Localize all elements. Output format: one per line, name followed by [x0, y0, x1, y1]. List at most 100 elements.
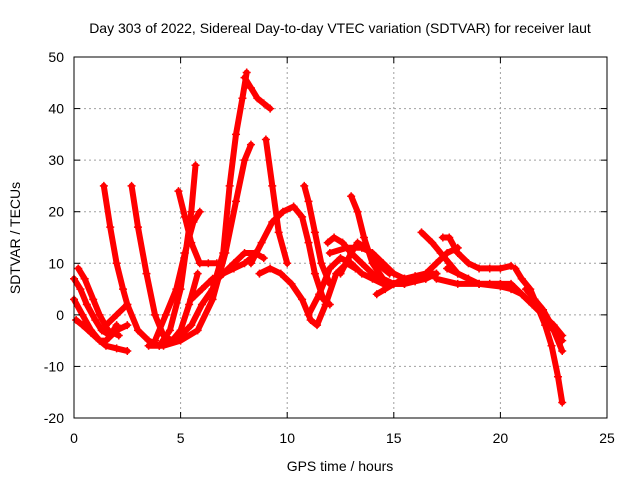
y-tick-label: 50 [48, 49, 64, 65]
x-tick-label: 20 [493, 430, 509, 446]
data-point [421, 269, 430, 278]
data-point [240, 248, 249, 257]
data-point [289, 202, 298, 211]
series-arc-d [74, 264, 123, 340]
data-point [219, 269, 228, 278]
data-point [204, 259, 213, 268]
data-point [453, 279, 462, 288]
data-point [221, 248, 230, 257]
data-point [347, 259, 356, 268]
data-point [342, 243, 351, 252]
data-point [306, 316, 315, 325]
data-point [368, 248, 377, 257]
x-tick-label: 0 [70, 430, 78, 446]
data-point [268, 218, 277, 227]
series-arc-n [240, 73, 275, 113]
data-series [70, 68, 567, 407]
data-point [133, 223, 142, 232]
data-point [229, 259, 238, 268]
data-point [436, 248, 445, 257]
data-point [278, 207, 287, 216]
data-point [246, 140, 255, 149]
series-line [512, 265, 566, 406]
series-line [262, 136, 291, 267]
data-point [321, 300, 330, 309]
data-point [238, 94, 247, 103]
data-point [325, 264, 334, 273]
data-point [325, 248, 334, 257]
data-point [389, 279, 398, 288]
data-point [123, 300, 132, 309]
series-arc-ae [521, 285, 567, 355]
data-point [379, 259, 388, 268]
data-point [259, 254, 268, 263]
data-point [558, 398, 567, 407]
data-point [338, 238, 347, 247]
data-point [197, 285, 206, 294]
data-point [187, 238, 196, 247]
data-point [195, 259, 204, 268]
data-point [187, 295, 196, 304]
data-point [232, 197, 241, 206]
data-point [225, 181, 234, 190]
data-point [336, 254, 345, 263]
data-point [161, 310, 170, 319]
data-point [91, 316, 100, 325]
data-point [193, 326, 202, 335]
data-point [357, 243, 366, 252]
data-point [151, 310, 160, 319]
series-arc-r [300, 181, 334, 288]
data-point [276, 269, 285, 278]
data-point [464, 259, 473, 268]
data-point [187, 321, 196, 330]
data-point [78, 321, 87, 330]
data-point [172, 285, 181, 294]
series-arc-h [151, 207, 204, 345]
data-point [197, 300, 206, 309]
x-tick-label: 15 [386, 430, 402, 446]
data-point [310, 269, 319, 278]
data-point [445, 259, 454, 268]
x-tick-label: 5 [177, 430, 185, 446]
data-point [246, 83, 255, 92]
data-point [180, 248, 189, 257]
data-point [180, 212, 189, 221]
data-point [144, 341, 153, 350]
data-point [106, 223, 115, 232]
axis-ticks: 0 5 10 15 20 25 -20 -10 0 10 20 30 40 50 [44, 49, 615, 446]
y-tick-label: -20 [44, 410, 64, 426]
data-point [208, 295, 217, 304]
data-point [443, 264, 452, 273]
data-point [159, 341, 168, 350]
series-arc-aa [438, 233, 516, 273]
data-point [368, 259, 377, 268]
data-point [174, 187, 183, 196]
y-tick-label: 10 [48, 255, 64, 271]
data-point [432, 274, 441, 283]
data-point [95, 310, 104, 319]
data-point [123, 346, 132, 355]
data-point [530, 295, 539, 304]
series-line [152, 208, 203, 344]
data-point [485, 264, 494, 273]
data-point [80, 274, 89, 283]
series-arc-k [144, 140, 255, 350]
data-point [246, 259, 255, 268]
data-point [372, 290, 381, 299]
data-point [313, 321, 322, 330]
y-tick-label: 0 [56, 307, 64, 323]
data-point [368, 274, 377, 283]
y-tick-label: -10 [44, 358, 64, 374]
data-point [266, 104, 275, 113]
data-point [496, 282, 505, 291]
data-point [304, 197, 313, 206]
data-point [195, 207, 204, 216]
x-tick-label: 25 [599, 430, 615, 446]
data-point [287, 279, 296, 288]
data-point [475, 279, 484, 288]
data-point [553, 372, 562, 381]
data-point [185, 300, 194, 309]
data-point [255, 269, 264, 278]
data-point [325, 279, 334, 288]
